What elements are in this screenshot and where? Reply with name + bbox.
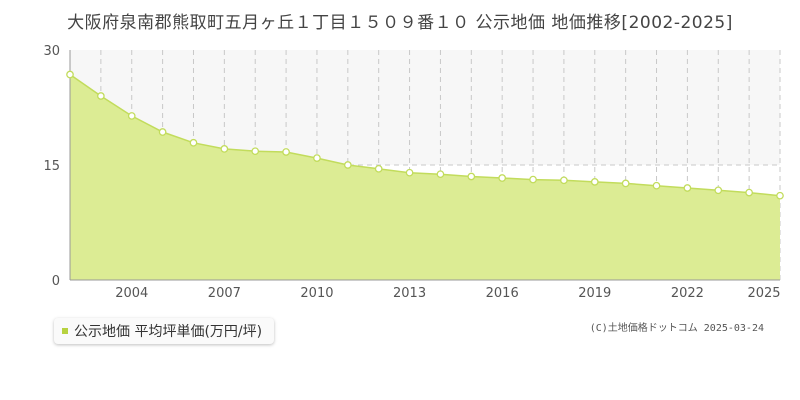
data-point [127,112,136,120]
data-point [590,178,599,186]
data-point [220,145,229,153]
data-point [652,181,661,190]
data-point [405,168,414,177]
price-line [69,73,781,197]
data-point [189,138,198,147]
x-tick-label: 2022 [671,286,704,301]
chart-title: 大阪府泉南郡熊取町五月ヶ丘１丁目１５０９番１０ 公示地価 地価推移[2002-2… [67,13,733,33]
price-area [70,74,780,280]
y-tick-label: 30 [43,44,60,59]
data-point [498,174,507,182]
legend-label: 公示地価 平均坪単価(万円/坪) [74,324,263,340]
y-tick-label: 15 [43,159,60,174]
x-tick-label: 2004 [115,286,148,301]
data-point [683,184,692,192]
copyright-credit: (C)土地価格ドットコム 2025-03-24 [589,323,764,334]
legend: 公示地価 平均坪単価(万円/坪) [54,318,275,344]
y-tick-labels: 0 15 30 [43,44,60,289]
data-point [529,175,537,184]
data-point [467,172,476,181]
data-point [374,164,383,173]
data-point [251,147,260,156]
data-point [436,170,445,179]
y-tick-label: 0 [52,274,60,289]
x-tick-labels: 2004 2007 2010 2013 2016 2019 2022 2025 [115,286,780,301]
data-point [158,128,167,136]
data-point [621,179,630,188]
data-point [343,161,352,169]
x-tick-label: 2025 [747,286,780,301]
data-point [282,148,290,156]
data-point [66,70,74,79]
x-tick-label: 2013 [393,286,426,301]
data-point [560,176,568,185]
x-tick-label: 2016 [486,286,519,301]
legend-swatch [62,328,68,334]
data-point [745,188,753,197]
data-point [97,92,105,100]
data-point [776,191,784,200]
data-point [714,186,723,195]
data-point [313,154,321,162]
x-tick-label: 2019 [578,286,611,301]
x-tick-label: 2010 [300,286,333,301]
x-tick-label: 2007 [208,286,241,301]
data-points [66,70,784,200]
